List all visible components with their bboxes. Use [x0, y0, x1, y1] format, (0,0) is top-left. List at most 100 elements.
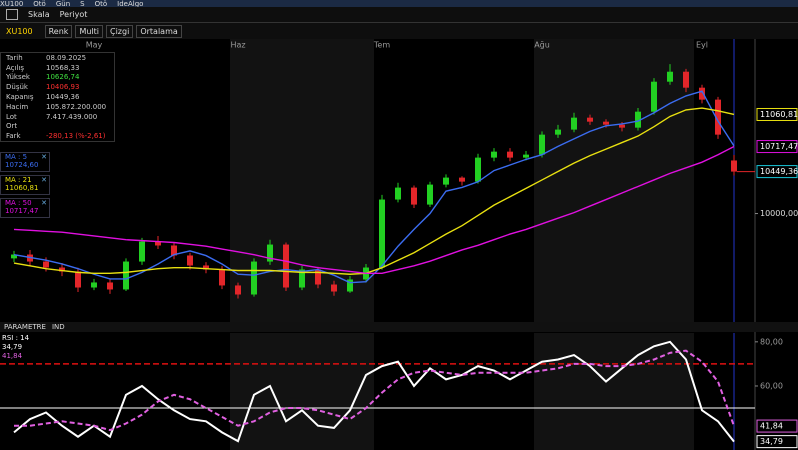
month-band [230, 333, 374, 450]
close-button[interactable]: ✕ [41, 176, 47, 184]
save-icon[interactable] [6, 9, 18, 20]
info-box: Tarih 08.09.2025 Açılış 10568,33 Yüksek 10626… [0, 52, 115, 143]
toolbar: Skala Periyot [0, 7, 798, 22]
candle-body [379, 199, 385, 268]
candle-body [43, 261, 49, 268]
series-line [13, 340, 735, 443]
candle-body [395, 187, 401, 200]
info-row: Yüksek 10626,74 [1, 73, 114, 83]
y-tick-label: 60,00 [760, 381, 783, 390]
candle-body [619, 124, 625, 128]
candle-body [187, 255, 193, 266]
info-row: Tarih 08.09.2025 [1, 53, 114, 63]
toolbar-button[interactable]: Periyot [59, 10, 88, 19]
toolbar-toggle[interactable]: Çizgi [106, 24, 134, 38]
candle-body [91, 282, 97, 288]
title-item[interactable]: IdeAlgo [117, 0, 144, 7]
title-item[interactable]: S [80, 0, 85, 7]
info-value: 7.417.439.000 [46, 112, 98, 121]
value-badge [756, 165, 798, 179]
info-value: 10568,33 [46, 63, 80, 72]
info-value: 10626,74 [46, 73, 80, 82]
candle-body [459, 177, 465, 182]
candle-body [171, 245, 177, 256]
info-value: 08.09.2025 [46, 53, 87, 62]
candle-body [635, 111, 641, 128]
title-item[interactable]: Otö [94, 0, 108, 7]
rsi-legend: RSI : 14 34,79 41,84 [2, 334, 29, 361]
month-band [534, 38, 694, 322]
info-row: Hacim 105.872.200.000 [1, 102, 114, 112]
candle-body [683, 71, 689, 88]
ma-name: MA : 21 [5, 176, 32, 184]
candle-body [267, 244, 273, 262]
candle-body [347, 279, 353, 292]
toolbar-toggle[interactable]: Renk [44, 24, 73, 38]
month-label: Ağu [534, 41, 550, 50]
info-key: Yüksek [6, 73, 30, 82]
toolbar: XU100 Renk Multi Çizgi Ortalama [0, 22, 798, 39]
series-line [13, 145, 735, 275]
title-item[interactable]: Otö [33, 0, 46, 7]
title-item[interactable]: Gün [55, 0, 71, 7]
candle-body [699, 87, 705, 100]
candle-body [475, 157, 481, 182]
info-value: 105.872.200.000 [46, 102, 107, 111]
candle-body [427, 184, 433, 205]
candle-body [555, 129, 561, 135]
title-item[interactable]: XU100 [0, 0, 24, 7]
toolbar-toggle[interactable]: Multi [75, 24, 103, 38]
month-label: Tem [373, 41, 390, 50]
candle-body [491, 151, 497, 158]
info-row: Fark -280,13 (%-2,61) [1, 131, 114, 141]
candle-body [651, 81, 657, 112]
toolbar-button[interactable]: Skala [28, 10, 50, 19]
value-badge-text: 10449,36 [760, 167, 798, 176]
candle-body [219, 269, 225, 286]
title-bar: XU100 Otö Gün S Otö IdeAlgo [0, 0, 798, 7]
panel-bar: PARAMETRE IND [0, 322, 798, 332]
month-label: May [86, 41, 103, 50]
candle-body [331, 284, 337, 292]
y-tick-label: 80,00 [760, 337, 783, 346]
info-row: Açılış 10568,33 [1, 63, 114, 73]
legend-value: 34,79 [2, 343, 23, 351]
candle-body [203, 265, 209, 270]
candle-body [235, 285, 241, 295]
ma-value: 10724,60 [5, 161, 39, 169]
ma-value: 10717,47 [5, 207, 39, 215]
close-button[interactable]: ✕ [41, 153, 47, 161]
info-key: Lot [6, 112, 17, 121]
candle-body [443, 177, 449, 185]
candle-body [587, 117, 593, 122]
toolbar-toggle[interactable]: Ortalama [136, 24, 182, 38]
info-row: Lot 7.417.439.000 [1, 112, 114, 122]
value-badge-text: 41,84 [760, 422, 783, 431]
symbol[interactable]: XU100 [6, 26, 33, 36]
candle-body [539, 134, 545, 155]
candle-body [411, 187, 417, 205]
value-badge [756, 435, 798, 449]
info-value: 10449,36 [46, 93, 80, 102]
month-label: Haz [230, 41, 245, 50]
candle-body [139, 241, 145, 262]
panel-tab[interactable]: IND [51, 323, 65, 331]
info-row: Kapanış 10449,36 [1, 92, 114, 102]
info-value: 10406,93 [46, 83, 80, 92]
info-value: -280,13 (%-2,61) [46, 132, 106, 141]
ma-box: MA : 50 10717,47 ✕ [0, 198, 50, 218]
rsi-title: RSI : 14 [2, 334, 30, 342]
info-key: Fark [6, 132, 21, 141]
y-tick-label: 10000,00 [760, 209, 798, 218]
candle-body [107, 282, 113, 290]
candle-body [715, 99, 721, 135]
candle-body [59, 267, 65, 272]
value-badge [756, 140, 798, 154]
close-button[interactable]: ✕ [41, 199, 47, 207]
candle-body [731, 160, 737, 172]
info-key: Ort [6, 122, 18, 131]
info-row: Düşük 10406,93 [1, 82, 114, 92]
info-key: Hacim [6, 102, 29, 111]
ma-box: MA : 5 10724,60 ✕ [0, 152, 50, 172]
month-band [534, 333, 694, 450]
